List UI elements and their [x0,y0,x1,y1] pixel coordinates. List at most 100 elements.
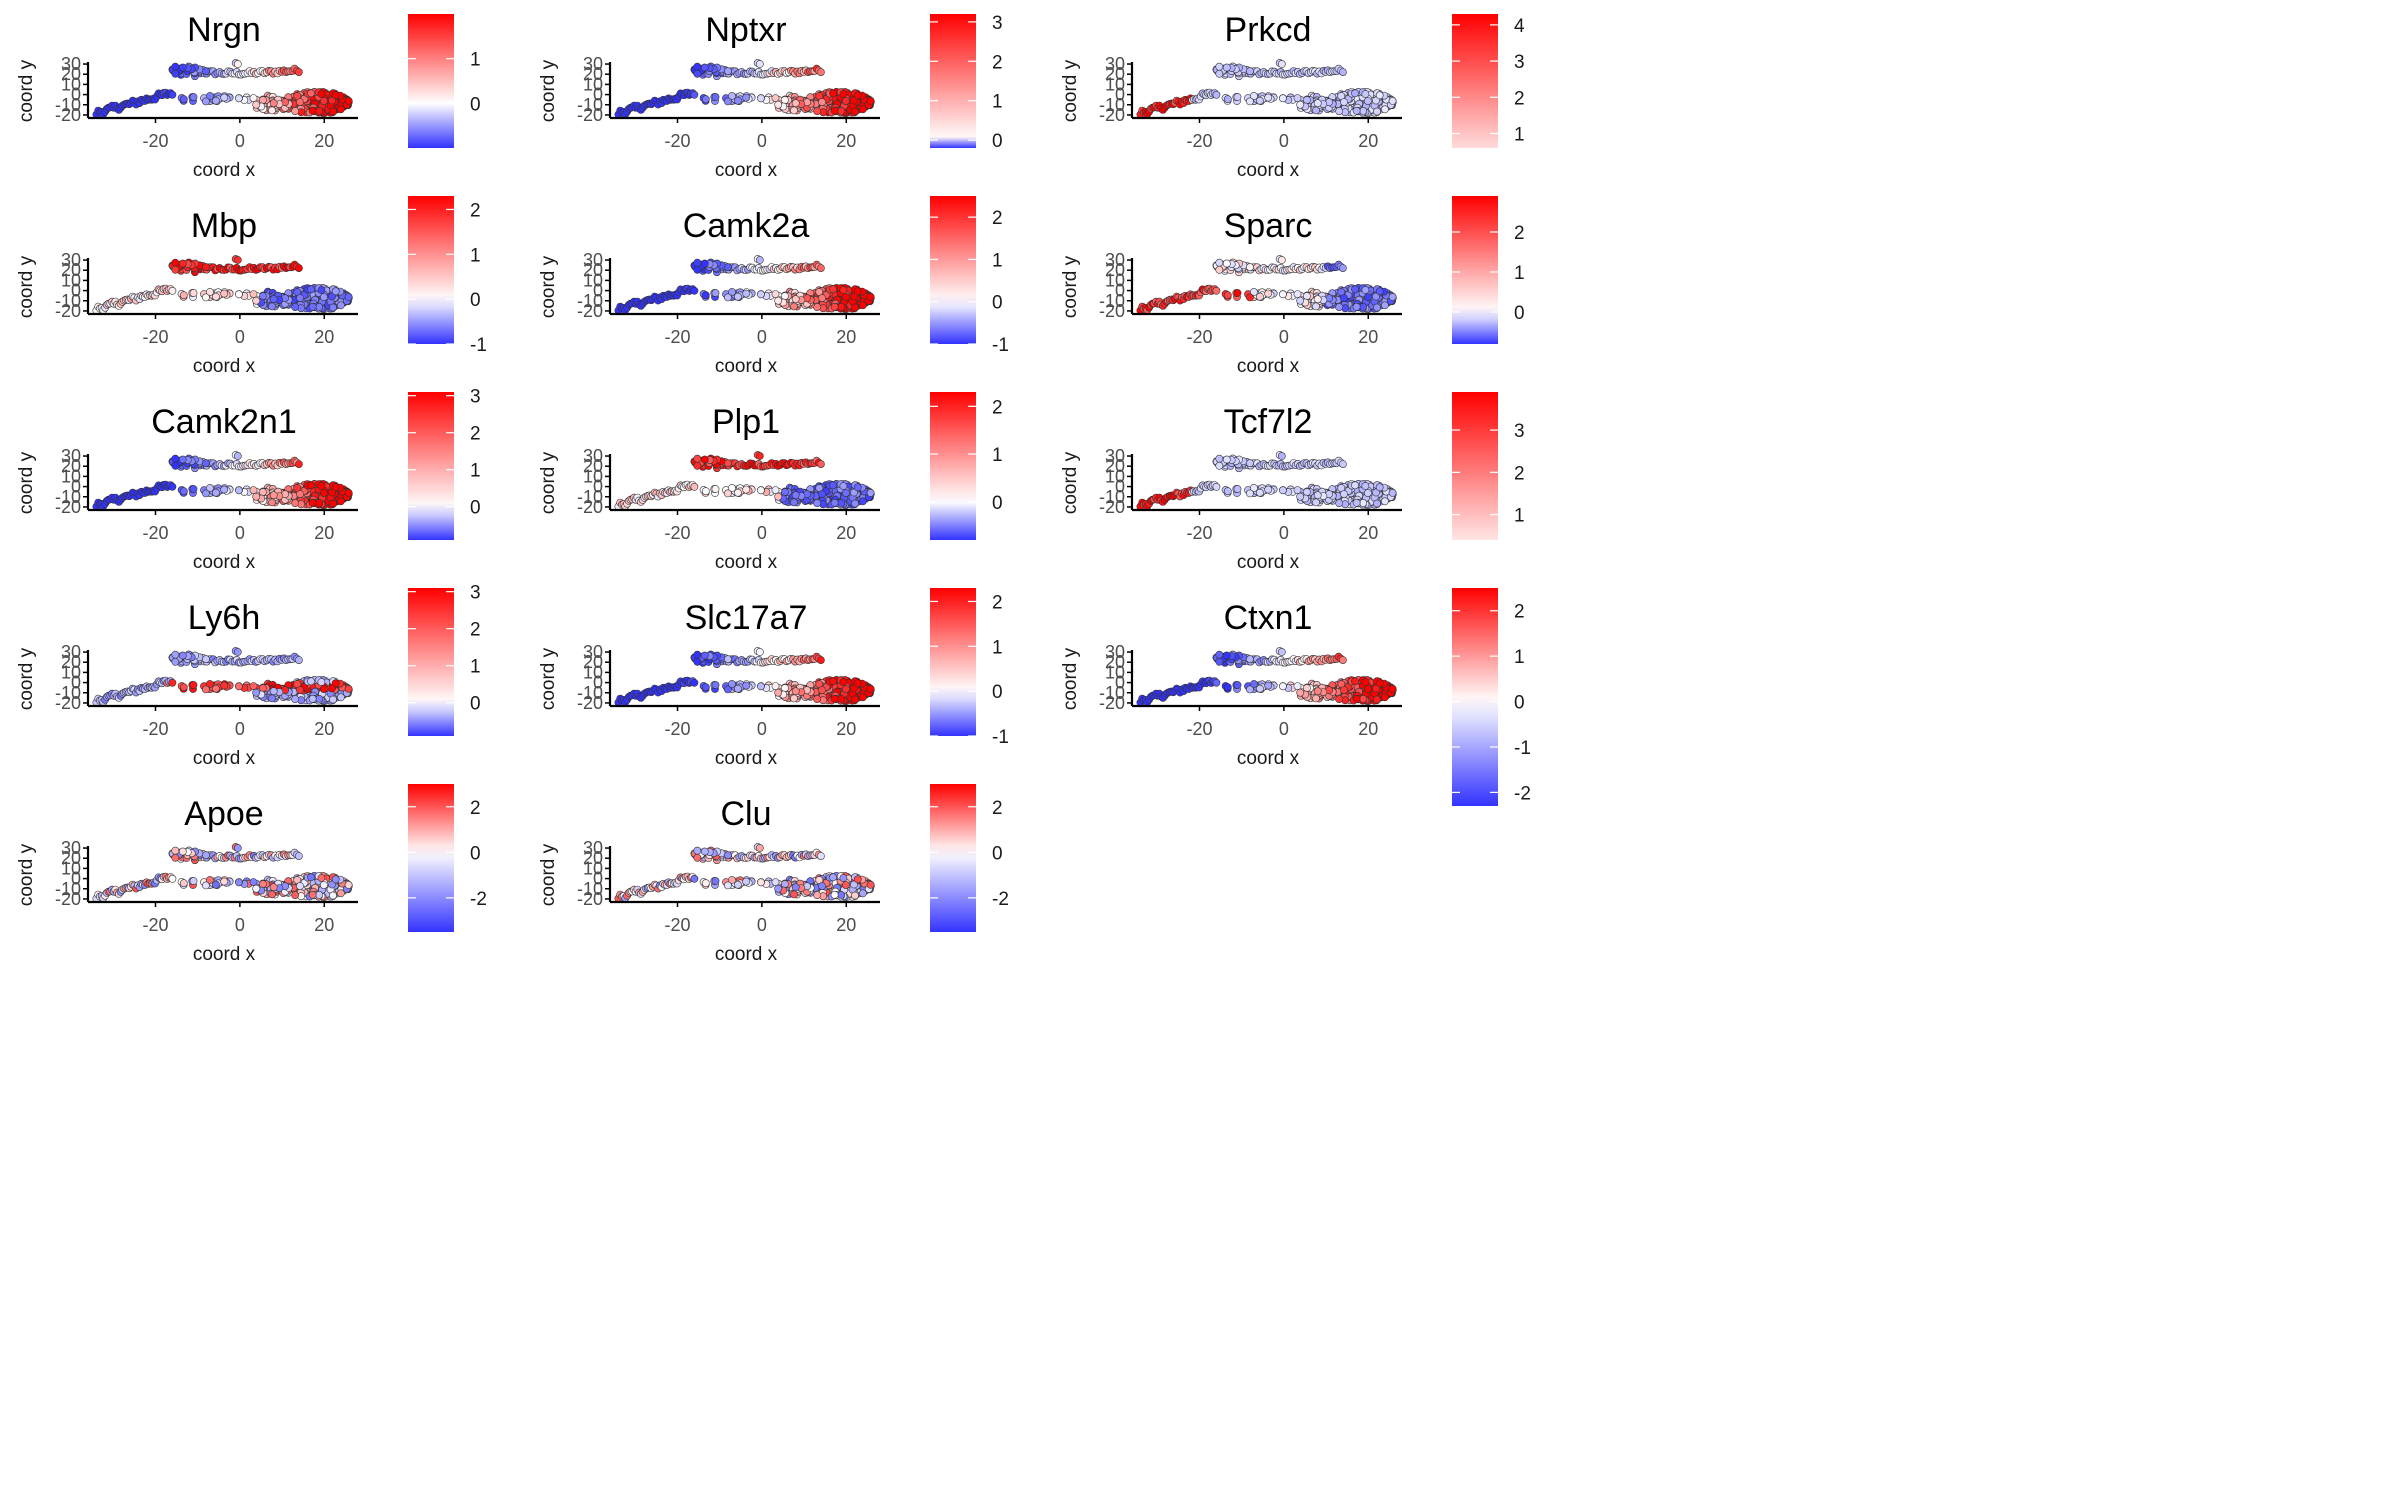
colorbar-tick-label: 2 [470,620,481,641]
colorbar-tick-label: 1 [470,657,481,678]
data-point [249,290,258,298]
data-point [771,94,780,102]
x-tick-label: -20 [1186,523,1212,543]
y-tick-label: 10 [583,74,603,94]
data-point [336,105,345,114]
data-point [700,651,709,660]
data-point [851,107,859,116]
x-tick-label: -20 [142,327,168,347]
data-point [1352,498,1361,507]
colorbar [408,588,454,736]
colorbar-tick-label: 1 [992,92,1003,113]
data-point [742,485,751,494]
data-point [771,486,780,494]
data-point [866,292,875,301]
data-point [1256,488,1264,497]
data-point [331,91,340,100]
data-point [329,107,337,116]
data-point [711,289,720,297]
data-point [734,292,742,301]
data-point [1223,291,1232,300]
data-point [813,303,821,311]
data-point [690,286,699,295]
data-point [211,292,220,301]
y-tick-label: 10 [1105,74,1125,94]
data-point [178,651,187,660]
data-point [294,264,303,272]
data-point [171,454,180,463]
data-point [1381,105,1389,114]
data-point [724,489,732,498]
data-point [859,105,867,114]
data-point [781,96,789,104]
data-point [1312,106,1320,115]
colorbar-tick-label: 2 [1514,223,1525,244]
data-point [1303,292,1311,300]
data-point [774,492,783,501]
panel-title: Nptxr [705,11,786,49]
data-point [1375,287,1384,296]
data-point [842,97,850,105]
x-tick-label: 0 [235,719,245,739]
data-point [211,684,220,693]
data-point [724,263,732,272]
data-point [269,295,278,304]
colorbar-tick-label: 0 [992,493,1003,514]
data-point [220,681,229,690]
data-point [249,94,258,102]
data-point [220,485,229,494]
data-point [1223,487,1232,496]
data-point [1303,488,1311,496]
data-point [1313,99,1322,108]
data-point [319,97,328,105]
data-point [734,488,742,497]
x-tick-label: -20 [142,719,168,739]
y-tick-label: 0 [593,85,603,105]
data-point [1233,485,1242,493]
data-point [202,263,210,272]
data-point [189,93,198,101]
data-point [1361,482,1370,490]
data-point [851,499,859,508]
data-point [693,69,702,78]
data-point [837,302,846,311]
data-point [1223,95,1232,104]
data-point [319,685,328,693]
data-point [757,94,765,103]
y-tick-label: -20 [55,693,81,713]
data-point [268,498,276,507]
data-point [1364,489,1372,497]
colorbar-tick-label: 2 [470,424,481,445]
x-tick-label: 0 [235,523,245,543]
y-axis-label: coord y [16,647,37,710]
data-point [269,99,278,108]
data-point [344,488,353,497]
y-tick-label: -20 [577,301,603,321]
data-point [1250,92,1258,100]
data-point [1388,97,1397,105]
data-point [734,96,742,105]
x-tick-label: 20 [836,327,856,347]
x-axis-label: coord x [715,356,778,377]
colorbar-tick-label: 1 [992,250,1003,271]
y-tick-label: -20 [55,301,81,321]
y-axis-label: coord y [16,451,37,514]
data-point [291,695,299,703]
data-point [315,302,324,311]
colorbar-tick-label: 1 [470,50,481,71]
panel-title: Camk2a [683,207,810,245]
data-point [771,290,780,298]
data-point [700,455,709,464]
data-point [234,290,243,299]
y-tick-label: 20 [1105,64,1125,84]
data-point [830,498,839,507]
data-point [291,303,299,311]
data-point [724,293,732,302]
x-tick-label: 20 [314,131,334,151]
x-tick-label: -20 [664,131,690,151]
x-tick-label: -20 [1186,327,1212,347]
data-point [1373,499,1381,508]
data-point [1352,106,1361,115]
data-point [1293,94,1302,102]
